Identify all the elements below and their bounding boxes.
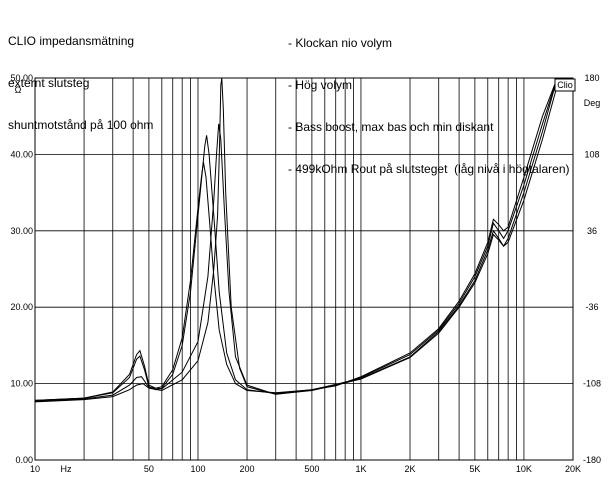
y-tick-label: 30.00: [10, 226, 33, 236]
note-line-2: externt slutsteg: [8, 76, 90, 90]
y-tick-label: 0.00: [15, 455, 33, 465]
x-tick-label: 10K: [516, 464, 532, 474]
x-axis-label: Hz: [61, 464, 72, 474]
y2-tick-label: -180: [583, 455, 601, 465]
note-line-1: CLIO impedansmätning: [8, 34, 135, 48]
series-line-1: [34, 77, 558, 401]
x-tick-label: 1K: [355, 464, 366, 474]
y-tick-label: 10.00: [10, 379, 33, 389]
chart-tick-labels: 10 50 100 200 500 1K 2K 5K 10K 20K 0.00 10.00 20.00 3…: [10, 73, 601, 474]
note-line-3: shuntmotstånd på 100 ohm: [8, 118, 154, 132]
x-tick-label: 5K: [469, 464, 480, 474]
clio-badge-box: [554, 78, 576, 92]
y-tick-label: 40.00: [10, 149, 33, 159]
chart-notes-left: CLIO impedansmätning externt slutsteg sh…: [8, 6, 153, 146]
y2-tick-label: 36: [587, 226, 597, 236]
x-tick-label: 200: [240, 464, 255, 474]
chart-series: [34, 77, 558, 403]
x-tick-label: 100: [190, 464, 205, 474]
x-tick-label: 500: [304, 464, 319, 474]
x-tick-label: 10: [30, 464, 40, 474]
y-axis-label-left: Ω: [15, 85, 22, 95]
y2-tick-label: 180: [584, 73, 599, 83]
y2-tick-label: 108: [584, 149, 599, 159]
legend-entry-3: - Bass boost, max bas och min diskant: [288, 120, 494, 134]
series-line-2: [34, 77, 558, 402]
clio-badge: Clio: [557, 80, 573, 90]
chart-grid: [35, 78, 573, 460]
y2-tick-label: -108: [583, 379, 601, 389]
y2-tick-label: -36: [585, 302, 598, 312]
y-tick-label: 50.00: [10, 73, 33, 83]
y-axis-label-right: Deg: [584, 98, 601, 108]
x-tick-label: 50: [144, 464, 154, 474]
series-line-3: [34, 77, 558, 401]
x-tick-label: 20K: [565, 464, 581, 474]
legend-entry-4: - 499kOhm Rout på slutsteget (låg nivå i…: [288, 162, 570, 176]
series-line-4: [34, 77, 558, 403]
legend-entry-1: - Klockan nio volym: [288, 36, 393, 50]
y-tick-label: 20.00: [10, 302, 33, 312]
chart-legend: - Klockan nio volym - Hög volym - Bass b…: [288, 8, 569, 190]
plot-frame: [34, 77, 574, 461]
x-tick-label: 2K: [405, 464, 416, 474]
